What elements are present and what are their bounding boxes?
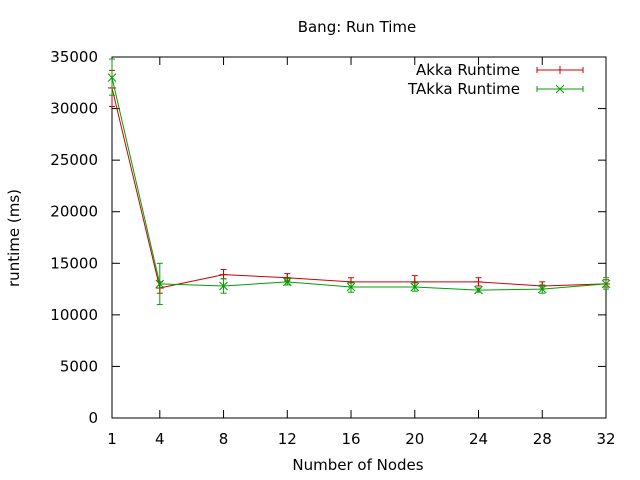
data-point: [474, 285, 483, 295]
axes: [111, 56, 607, 419]
legend-label-takka: TAkka Runtime: [407, 80, 520, 98]
y-tick-label: 15000: [50, 254, 98, 272]
data-point: [410, 282, 420, 292]
series-line: [111, 77, 607, 291]
data-point: [282, 277, 292, 287]
x-tick-label: 32: [596, 430, 615, 448]
legend-marker: [555, 84, 565, 94]
x-tick-label: 28: [533, 430, 552, 448]
data-point: [219, 270, 228, 279]
data-point: [107, 73, 117, 82]
x-tick-label: 16: [341, 430, 360, 448]
data-point: [474, 277, 483, 286]
x-tick-label: 20: [405, 430, 424, 448]
data-point: [219, 281, 228, 291]
data-point: [537, 284, 547, 294]
x-axis-label: Number of Nodes: [292, 456, 423, 474]
data-point: [155, 279, 165, 289]
chart-title: Bang: Run Time: [298, 18, 417, 36]
y-tick-label: 30000: [50, 100, 98, 118]
x-axis-ticks: 1 4 8 12 16 20 24 28 32: [107, 57, 616, 448]
series-line: [111, 87, 607, 289]
x-tick-label: 12: [278, 430, 297, 448]
data-point: [601, 279, 611, 289]
legend-marker: [556, 66, 564, 74]
legend-label-akka: Akka Runtime: [416, 61, 520, 79]
y-tick-label: 20000: [50, 203, 98, 221]
series-layer: [107, 58, 611, 306]
plot-frame: [111, 56, 607, 419]
x-tick-label: 8: [219, 430, 229, 448]
y-tick-label: 25000: [50, 151, 98, 169]
y-axis-ticks: 0 5000 10000 15000 20000 25000 30000 35000: [50, 48, 606, 427]
x-tick-label: 4: [155, 430, 165, 448]
legend-sample-akka: [536, 66, 584, 74]
y-tick-label: 0: [88, 409, 98, 427]
legend: Akka Runtime TAkka Runtime: [407, 61, 584, 98]
x-tick-label: 1: [107, 430, 117, 448]
y-axis-label: runtime (ms): [5, 189, 23, 287]
y-tick-label: 10000: [50, 306, 98, 324]
legend-sample-takka: [536, 84, 584, 94]
series-akka: [108, 69, 610, 294]
y-tick-label: 35000: [50, 48, 98, 66]
series-takka: [107, 58, 611, 306]
data-point: [346, 282, 356, 292]
y-tick-label: 5000: [60, 357, 98, 375]
legend-samples: [536, 66, 584, 94]
x-tick-label: 24: [469, 430, 488, 448]
